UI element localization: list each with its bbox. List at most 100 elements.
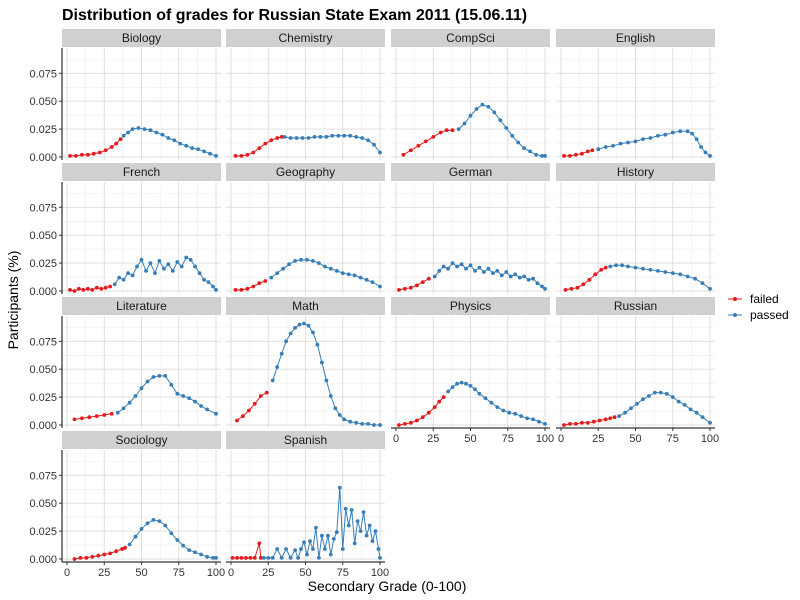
y-tick-label: 0.050: [29, 230, 57, 242]
data-point-passed: [275, 271, 280, 275]
data-point-passed: [317, 261, 321, 265]
facet-panel: Chemistry: [226, 29, 385, 160]
data-point-failed: [587, 277, 592, 282]
data-point-passed: [337, 413, 342, 417]
data-point-passed: [531, 276, 535, 281]
data-point-passed: [294, 136, 299, 140]
data-point-failed: [68, 288, 72, 292]
data-point-passed: [694, 410, 699, 415]
legend-key-point: [733, 297, 737, 301]
x-tick-label: 25: [262, 567, 274, 579]
facet-strip-label: Math: [292, 299, 319, 313]
y-tick-label: 0.050: [29, 498, 57, 510]
data-point-failed: [68, 154, 72, 158]
data-point-passed: [275, 365, 280, 369]
facet-strip-label: Chemistry: [278, 31, 332, 45]
data-point-passed: [348, 133, 353, 138]
data-point-passed: [519, 414, 524, 418]
data-point-failed: [591, 419, 596, 424]
data-point-passed: [190, 146, 195, 151]
facet-strip-label: CompSci: [446, 31, 495, 45]
data-point-passed: [187, 548, 192, 552]
facet-panel: Geography: [226, 163, 385, 294]
data-point-failed: [608, 416, 613, 421]
x-tick-label: 0: [228, 567, 234, 579]
data-point-failed: [109, 411, 114, 416]
data-point-passed: [282, 135, 287, 139]
data-point-passed: [317, 556, 321, 560]
data-point-passed: [700, 415, 705, 420]
data-point-passed: [206, 280, 211, 284]
data-point-passed: [473, 387, 477, 392]
data-point-passed: [296, 556, 300, 560]
data-point-passed: [172, 138, 177, 143]
data-point-passed: [127, 542, 132, 547]
data-point-passed: [199, 404, 204, 408]
y-tick-label: 0.025: [29, 392, 57, 404]
data-point-passed: [700, 281, 705, 286]
data-point-passed: [358, 275, 363, 280]
data-point-passed: [682, 403, 687, 407]
data-point-passed: [708, 420, 712, 425]
data-point-passed: [708, 286, 712, 291]
data-point-failed: [438, 130, 443, 135]
data-point-passed: [685, 129, 690, 134]
data-point-passed: [299, 257, 303, 262]
data-point-passed: [486, 266, 491, 271]
data-point-passed: [528, 149, 532, 154]
data-point-passed: [311, 330, 315, 335]
data-point-passed: [360, 422, 364, 426]
data-point-passed: [513, 272, 518, 277]
data-point-passed: [334, 530, 339, 535]
data-point-passed: [540, 284, 544, 289]
data-point-failed: [230, 556, 235, 560]
data-point-passed: [370, 539, 375, 543]
data-point-failed: [245, 152, 250, 157]
data-point-passed: [534, 152, 538, 157]
data-point-failed: [72, 417, 77, 422]
facet-panel: Russian 0 25 50 75 100: [556, 297, 719, 445]
series-line-failed: [69, 286, 111, 292]
legend-label-passed: passed: [750, 308, 789, 322]
data-point-passed: [364, 533, 369, 538]
data-point-passed: [214, 288, 218, 292]
data-point-passed: [693, 276, 697, 281]
x-tick-label: 0: [558, 433, 564, 445]
y-tick-label: 0.075: [29, 68, 57, 80]
data-point-failed: [72, 557, 77, 561]
data-point-passed: [208, 151, 212, 156]
data-point-passed: [306, 323, 311, 328]
data-point-passed: [364, 277, 369, 282]
data-point-passed: [199, 552, 204, 557]
data-point-passed: [486, 104, 491, 109]
data-point-passed: [543, 154, 547, 158]
data-point-passed: [328, 394, 333, 398]
data-point-passed: [214, 154, 218, 158]
data-point-passed: [342, 133, 347, 138]
data-point-failed: [581, 282, 586, 287]
data-point-failed: [409, 285, 413, 290]
y-tick-label: 0.025: [29, 258, 57, 270]
data-point-passed: [372, 142, 376, 147]
data-point-passed: [261, 556, 266, 560]
x-tick-label: 0: [64, 567, 70, 579]
data-point-failed: [80, 416, 84, 421]
data-point-failed: [239, 288, 244, 292]
data-point-passed: [633, 139, 638, 144]
data-point-passed: [367, 523, 372, 528]
x-tick-label: 75: [667, 433, 679, 445]
data-point-passed: [333, 406, 338, 411]
facet-strip: [62, 431, 221, 449]
data-point-failed: [585, 420, 590, 425]
data-point-passed: [175, 538, 180, 542]
data-point-passed: [361, 510, 366, 514]
data-point-failed: [590, 148, 595, 153]
data-point-passed: [193, 399, 198, 404]
data-point-failed: [86, 152, 90, 157]
data-point-passed: [293, 548, 297, 552]
data-point-passed: [157, 519, 162, 523]
data-point-passed: [455, 264, 459, 269]
facet-strip: [391, 163, 550, 181]
data-point-failed: [403, 286, 407, 291]
facet-strip-label: Physics: [450, 299, 491, 313]
